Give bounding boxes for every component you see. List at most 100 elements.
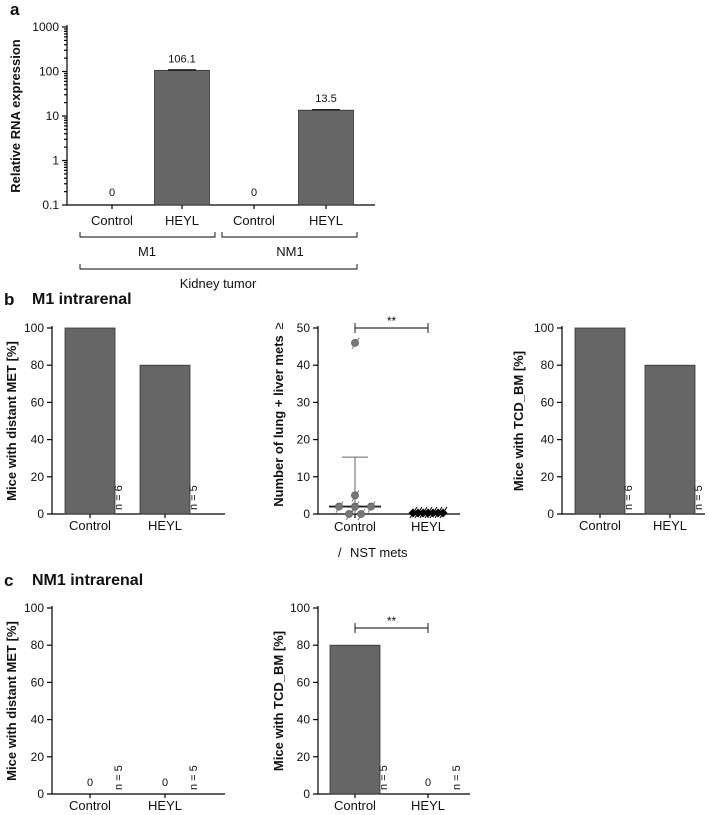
n-label: n = 6 <box>113 485 125 510</box>
data-label: 0 <box>162 777 168 789</box>
y-tick-label: 0.1 <box>42 198 59 212</box>
n-label: n = 5 <box>451 765 463 790</box>
y-tick-label: 60 <box>541 395 555 409</box>
y-axis-label: Mice with TCD_BM [%] <box>511 351 526 491</box>
y-tick-label: 20 <box>297 433 311 447</box>
significance-label: ** <box>387 314 397 328</box>
y-tick-label: 20 <box>297 750 311 764</box>
panel-title-c: NM1 intrarenal <box>32 572 143 589</box>
tissue-bracket <box>79 264 358 270</box>
data-label: 13.5 <box>315 93 336 105</box>
data-point-control <box>351 491 359 500</box>
chart-b-tcd-bm: 0 20 40 60 80 100 Mice with TCD_BM [%] Control H… <box>511 321 705 533</box>
data-label: 0 <box>251 187 257 199</box>
group-label-nm1: NM1 <box>276 244 303 259</box>
x-tick-label: HEYL <box>148 518 182 533</box>
significance-bracket <box>354 623 429 633</box>
nm1-bracket <box>221 232 358 238</box>
m1-bracket <box>79 232 216 238</box>
data-point-control <box>351 502 359 511</box>
data-label: 0 <box>87 777 93 789</box>
panel-label-a: a <box>10 0 20 19</box>
x-tick-label: Control <box>91 213 133 228</box>
x-tick-label: Control <box>334 798 376 813</box>
bar <box>139 364 191 515</box>
y-axis-label: Number of lung + liver mets <box>271 335 286 507</box>
bar <box>154 69 210 206</box>
chart-b-distant-met: 0 20 40 60 80 100 Mice with distant MET [%] Con… <box>4 321 225 533</box>
y-tick-label: 60 <box>31 395 45 409</box>
y-tick-label: 40 <box>31 713 45 727</box>
x-tick-label: HEYL <box>148 798 182 813</box>
n-label: n = 6 <box>623 485 635 510</box>
x-tick-label: Control <box>69 518 111 533</box>
legend-nst-label: NST mets <box>350 545 408 560</box>
y-tick-label: 10 <box>297 470 311 484</box>
data-label: 106.1 <box>168 53 196 65</box>
y-tick-label: 60 <box>297 675 311 689</box>
n-label: n = 5 <box>693 485 705 510</box>
x-tick-label: HEYL <box>309 213 343 228</box>
y-tick-label: 0 <box>303 787 310 801</box>
y-tick-label: 80 <box>297 638 311 652</box>
chart-relative-rna-expression: 0.1 1 10 100 1000 Relative RNA expression Cont… <box>8 20 375 228</box>
y-tick-label: 20 <box>31 470 45 484</box>
legend-nst-symbol: / <box>338 545 342 560</box>
bar <box>574 327 626 515</box>
y-axis-label: Mice with TCD_BM [%] <box>271 631 286 771</box>
significance-bracket <box>354 323 429 333</box>
y-tick-label: 80 <box>541 358 555 372</box>
y-tick-label: 40 <box>297 713 311 727</box>
data-point-control <box>357 510 365 518</box>
y-tick-label: 100 <box>534 321 554 335</box>
chart-c-distant-met: 0 20 40 60 80 100 Mice with distant MET [%] Con… <box>4 601 225 813</box>
y-tick-label: 80 <box>31 358 45 372</box>
n-label: n = 5 <box>113 765 125 790</box>
chart-b-lung-liver-mets: 0 10 20 30 40 50 Number of lung + liver mets Co… <box>271 314 460 560</box>
bar <box>329 644 381 795</box>
y-axis-label: Relative RNA expression <box>8 39 23 192</box>
bar <box>644 364 696 515</box>
y-tick-label: 0 <box>303 507 310 521</box>
data-label: 0 <box>109 187 115 199</box>
x-tick-label: HEYL <box>411 519 445 534</box>
chart-c-tcd-bm: 0 20 40 60 80 100 Mice with TCD_BM [%] Control H… <box>271 601 470 813</box>
panel-title-b: M1 intrarenal <box>32 291 132 308</box>
group-label-m1: M1 <box>138 244 156 259</box>
bar <box>298 109 354 206</box>
y-tick-label: 0 <box>37 507 44 521</box>
data-point-heyl <box>433 508 443 518</box>
x-tick-label: Control <box>579 518 621 533</box>
significance-label: ** <box>387 614 397 628</box>
data-point-control <box>335 502 343 511</box>
y-tick-label: 40 <box>297 358 311 372</box>
data-point-heyl <box>413 508 423 518</box>
y-tick-label: 30 <box>297 395 311 409</box>
data-point-control <box>367 502 375 511</box>
x-tick-label: HEYL <box>165 213 199 228</box>
x-tick-label: Control <box>69 798 111 813</box>
y-axis-label: Mice with distant MET [%] <box>4 621 19 781</box>
y-axis-symbol: ≥ <box>271 322 286 329</box>
y-tick-label: 1000 <box>32 20 59 34</box>
y-tick-label: 20 <box>541 470 555 484</box>
group-label-tissue: Kidney tumor <box>180 276 257 291</box>
data-point-heyl <box>438 508 448 518</box>
y-tick-label: 1 <box>52 154 59 168</box>
y-tick-label: 40 <box>31 433 45 447</box>
data-point-control <box>345 510 353 518</box>
data-point-heyl <box>423 508 433 518</box>
data-point-heyl <box>428 508 438 518</box>
y-tick-label: 40 <box>541 433 555 447</box>
y-tick-label: 100 <box>39 65 59 79</box>
panel-label-b: b <box>4 290 14 309</box>
bar <box>64 327 116 515</box>
x-tick-label: HEYL <box>411 798 445 813</box>
y-tick-label: 0 <box>547 507 554 521</box>
x-tick-label: Control <box>334 519 376 534</box>
y-tick-label: 60 <box>31 675 45 689</box>
x-tick-label: Control <box>233 213 275 228</box>
group-brackets: M1 NM1 Kidney tumor <box>79 232 358 291</box>
y-axis-label: Mice with distant MET [%] <box>4 341 19 501</box>
